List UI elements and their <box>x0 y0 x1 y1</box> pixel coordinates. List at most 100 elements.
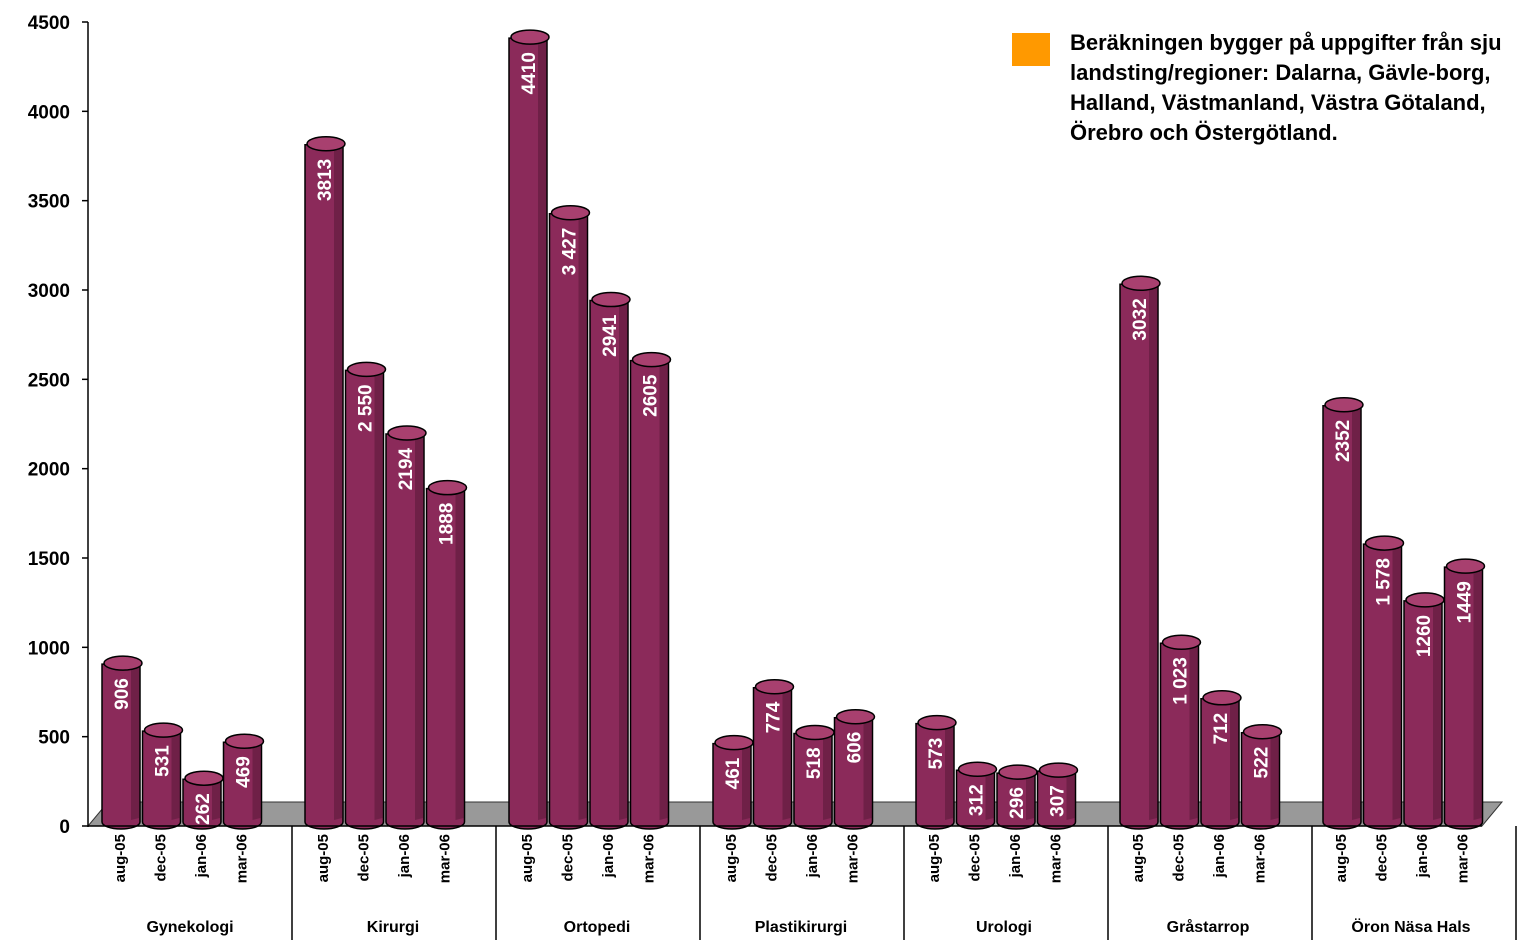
bar-top <box>510 29 550 45</box>
bar-body <box>141 730 182 830</box>
x-tick-label: jan-06 <box>600 834 617 878</box>
bar-top <box>835 708 876 725</box>
bar: 307 <box>1036 762 1079 830</box>
bar-body <box>1240 731 1281 830</box>
bar: 296 <box>996 764 1038 830</box>
bar-body <box>1159 642 1200 830</box>
bar-body <box>548 212 589 830</box>
bar-value-label: 712 <box>1211 713 1232 745</box>
bar-top <box>1161 634 1202 650</box>
bar: 1 023 <box>1159 634 1202 830</box>
bar-shade <box>1352 407 1360 820</box>
bar-value-label: 461 <box>723 757 744 789</box>
bar-body <box>1322 405 1362 830</box>
x-tick-label: aug-05 <box>1130 834 1147 882</box>
bar-value-label: 1 578 <box>1374 558 1395 606</box>
x-tick-label: aug-05 <box>1333 834 1350 882</box>
bar: 2194 <box>385 425 427 830</box>
bar-shade <box>415 436 423 820</box>
bar-top <box>346 361 387 378</box>
x-tick-label: mar-06 <box>1454 834 1471 883</box>
x-tick-label: mar-06 <box>1047 834 1064 883</box>
bar-body <box>1036 770 1077 830</box>
bar-body <box>304 143 344 830</box>
group-label: Ortopedi <box>564 919 631 936</box>
x-tick-label: jan-06 <box>396 834 413 878</box>
bar-body <box>101 663 141 830</box>
bar-shade <box>1149 286 1157 820</box>
bar-body <box>712 742 752 830</box>
bar: 1 578 <box>1362 535 1405 830</box>
y-tick-label: 1000 <box>28 638 70 659</box>
bar-value-label: 518 <box>804 747 825 779</box>
bar-shade <box>823 735 831 820</box>
x-tick-label: dec-05 <box>763 834 780 882</box>
bar-shade <box>131 666 139 820</box>
bar: 1888 <box>425 479 468 830</box>
y-tick-label: 0 <box>59 817 70 838</box>
bar-shade <box>455 490 464 820</box>
bar-value-label: 1 023 <box>1171 657 1192 705</box>
bar: 573 <box>915 714 957 830</box>
bar: 606 <box>833 708 876 830</box>
y-tick-label: 2000 <box>28 460 70 481</box>
x-tick-label: jan-06 <box>193 834 210 878</box>
bar-top <box>1121 275 1161 292</box>
group-label: Urologi <box>976 919 1032 936</box>
bar-body <box>996 772 1036 830</box>
bar-body <box>752 686 793 830</box>
bar: 774 <box>752 678 795 830</box>
bar-top <box>998 764 1038 780</box>
x-tick-label: jan-06 <box>1007 834 1024 878</box>
x-tick-label: dec-05 <box>559 834 576 882</box>
bar-shade <box>863 719 872 820</box>
bar-body <box>222 741 263 830</box>
bar: 712 <box>1200 690 1242 830</box>
bar-top <box>1405 592 1445 608</box>
bar-body <box>425 487 466 830</box>
x-tick-label: aug-05 <box>926 834 943 882</box>
x-tick-label: mar-06 <box>436 834 453 883</box>
bar: 2605 <box>629 351 672 830</box>
bar-value-label: 2352 <box>1333 420 1354 462</box>
bar-value-label: 4410 <box>519 52 540 94</box>
x-tick-label: aug-05 <box>723 834 740 882</box>
bar-value-label: 312 <box>967 784 988 816</box>
bar-value-label: 906 <box>112 678 133 710</box>
bar-top <box>631 351 672 368</box>
x-tick-label: mar-06 <box>640 834 657 883</box>
group-label: Kirurgi <box>367 919 419 936</box>
y-axis: 0 500 1000 1500 2000 2500 3000 3500 4000 4500 <box>28 13 89 838</box>
bar-top <box>1038 762 1079 778</box>
bar-body <box>385 433 425 830</box>
bar: 531 <box>141 722 184 830</box>
bar-shade <box>1026 775 1034 820</box>
bar-value-label: 3 427 <box>560 228 581 276</box>
bar-shade <box>1392 546 1401 820</box>
bar-value-label: 1888 <box>437 503 458 545</box>
bar-value-label: 522 <box>1252 747 1273 779</box>
bar: 1449 <box>1443 558 1486 830</box>
x-tick-label: dec-05 <box>355 834 372 882</box>
group-label: Gråstarrop <box>1167 918 1250 936</box>
bar-shade <box>1473 569 1482 820</box>
x-tick-label: mar-06 <box>844 834 861 883</box>
x-tick-label: aug-05 <box>315 834 332 882</box>
bar-value-label: 531 <box>153 745 174 777</box>
x-tick-label: jan-06 <box>1414 834 1431 878</box>
bar-body <box>182 778 222 830</box>
bar-value-label: 774 <box>764 701 785 733</box>
note-swatch <box>1012 33 1050 66</box>
bar-value-label: 573 <box>926 738 947 770</box>
group-label: Plastikirurgi <box>755 919 847 936</box>
y-tick-label: 500 <box>38 728 70 749</box>
bar-shade <box>252 744 261 820</box>
bar-value-label: 3813 <box>315 159 336 201</box>
bars: 906 531 262 469 3813 2 550 2194 1888 4410 3 427 29… <box>101 29 1486 830</box>
group-label: Öron Näsa Hals <box>1351 917 1470 936</box>
x-tick-label: dec-05 <box>1373 834 1390 882</box>
x-tick-label: dec-05 <box>1170 834 1187 882</box>
x-tick-label: aug-05 <box>112 834 129 882</box>
bar-value-label: 3032 <box>1130 298 1151 340</box>
